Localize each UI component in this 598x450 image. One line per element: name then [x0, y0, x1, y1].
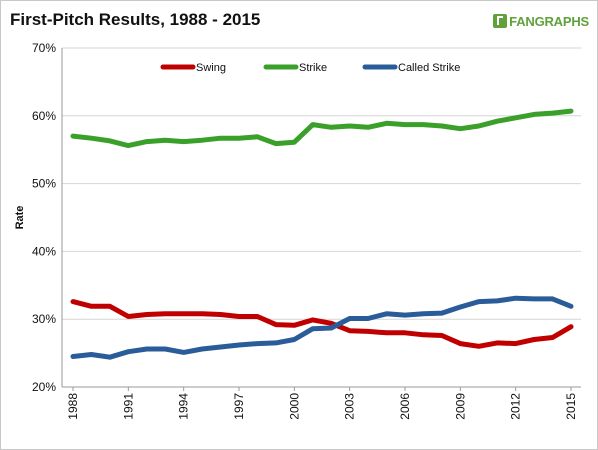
legend-label-swing: Swing [196, 62, 226, 74]
chart-title: First-Pitch Results, 1988 - 2015 [10, 10, 261, 29]
x-tick-label: 2000 [287, 393, 301, 420]
fangraphs-logo: FANGRAPHS [493, 11, 589, 31]
y-axis-title: Rate [14, 206, 26, 230]
fangraphs-logo-text: FANGRAPHS [509, 13, 589, 29]
legend-label-strike: Strike [299, 62, 327, 74]
y-tick-label: 60% [32, 109, 56, 123]
y-tick-label: 30% [32, 312, 56, 326]
x-tick-label: 1994 [177, 393, 191, 420]
series-line-swing [70, 299, 574, 349]
series-line-called-strike [70, 295, 574, 360]
y-tick-label: 70% [32, 41, 56, 55]
series-line-strike [70, 108, 574, 149]
x-tick-label: 1991 [121, 393, 135, 420]
fangraphs-logo-icon [493, 14, 508, 28]
x-tick-label: 1997 [232, 393, 246, 420]
x-tick-label: 2009 [453, 393, 467, 420]
x-tick-label: 2006 [398, 393, 412, 420]
x-tick-label: 1988 [66, 393, 80, 420]
legend-label-called-strike: Called Strike [398, 62, 460, 74]
y-tick-label: 20% [32, 380, 56, 394]
y-tick-label: 40% [32, 244, 56, 258]
x-tick-label: 2015 [564, 393, 578, 420]
y-tick-label: 50% [32, 177, 56, 191]
x-tick-label: 2003 [343, 393, 357, 420]
x-tick-label: 2012 [509, 393, 523, 420]
